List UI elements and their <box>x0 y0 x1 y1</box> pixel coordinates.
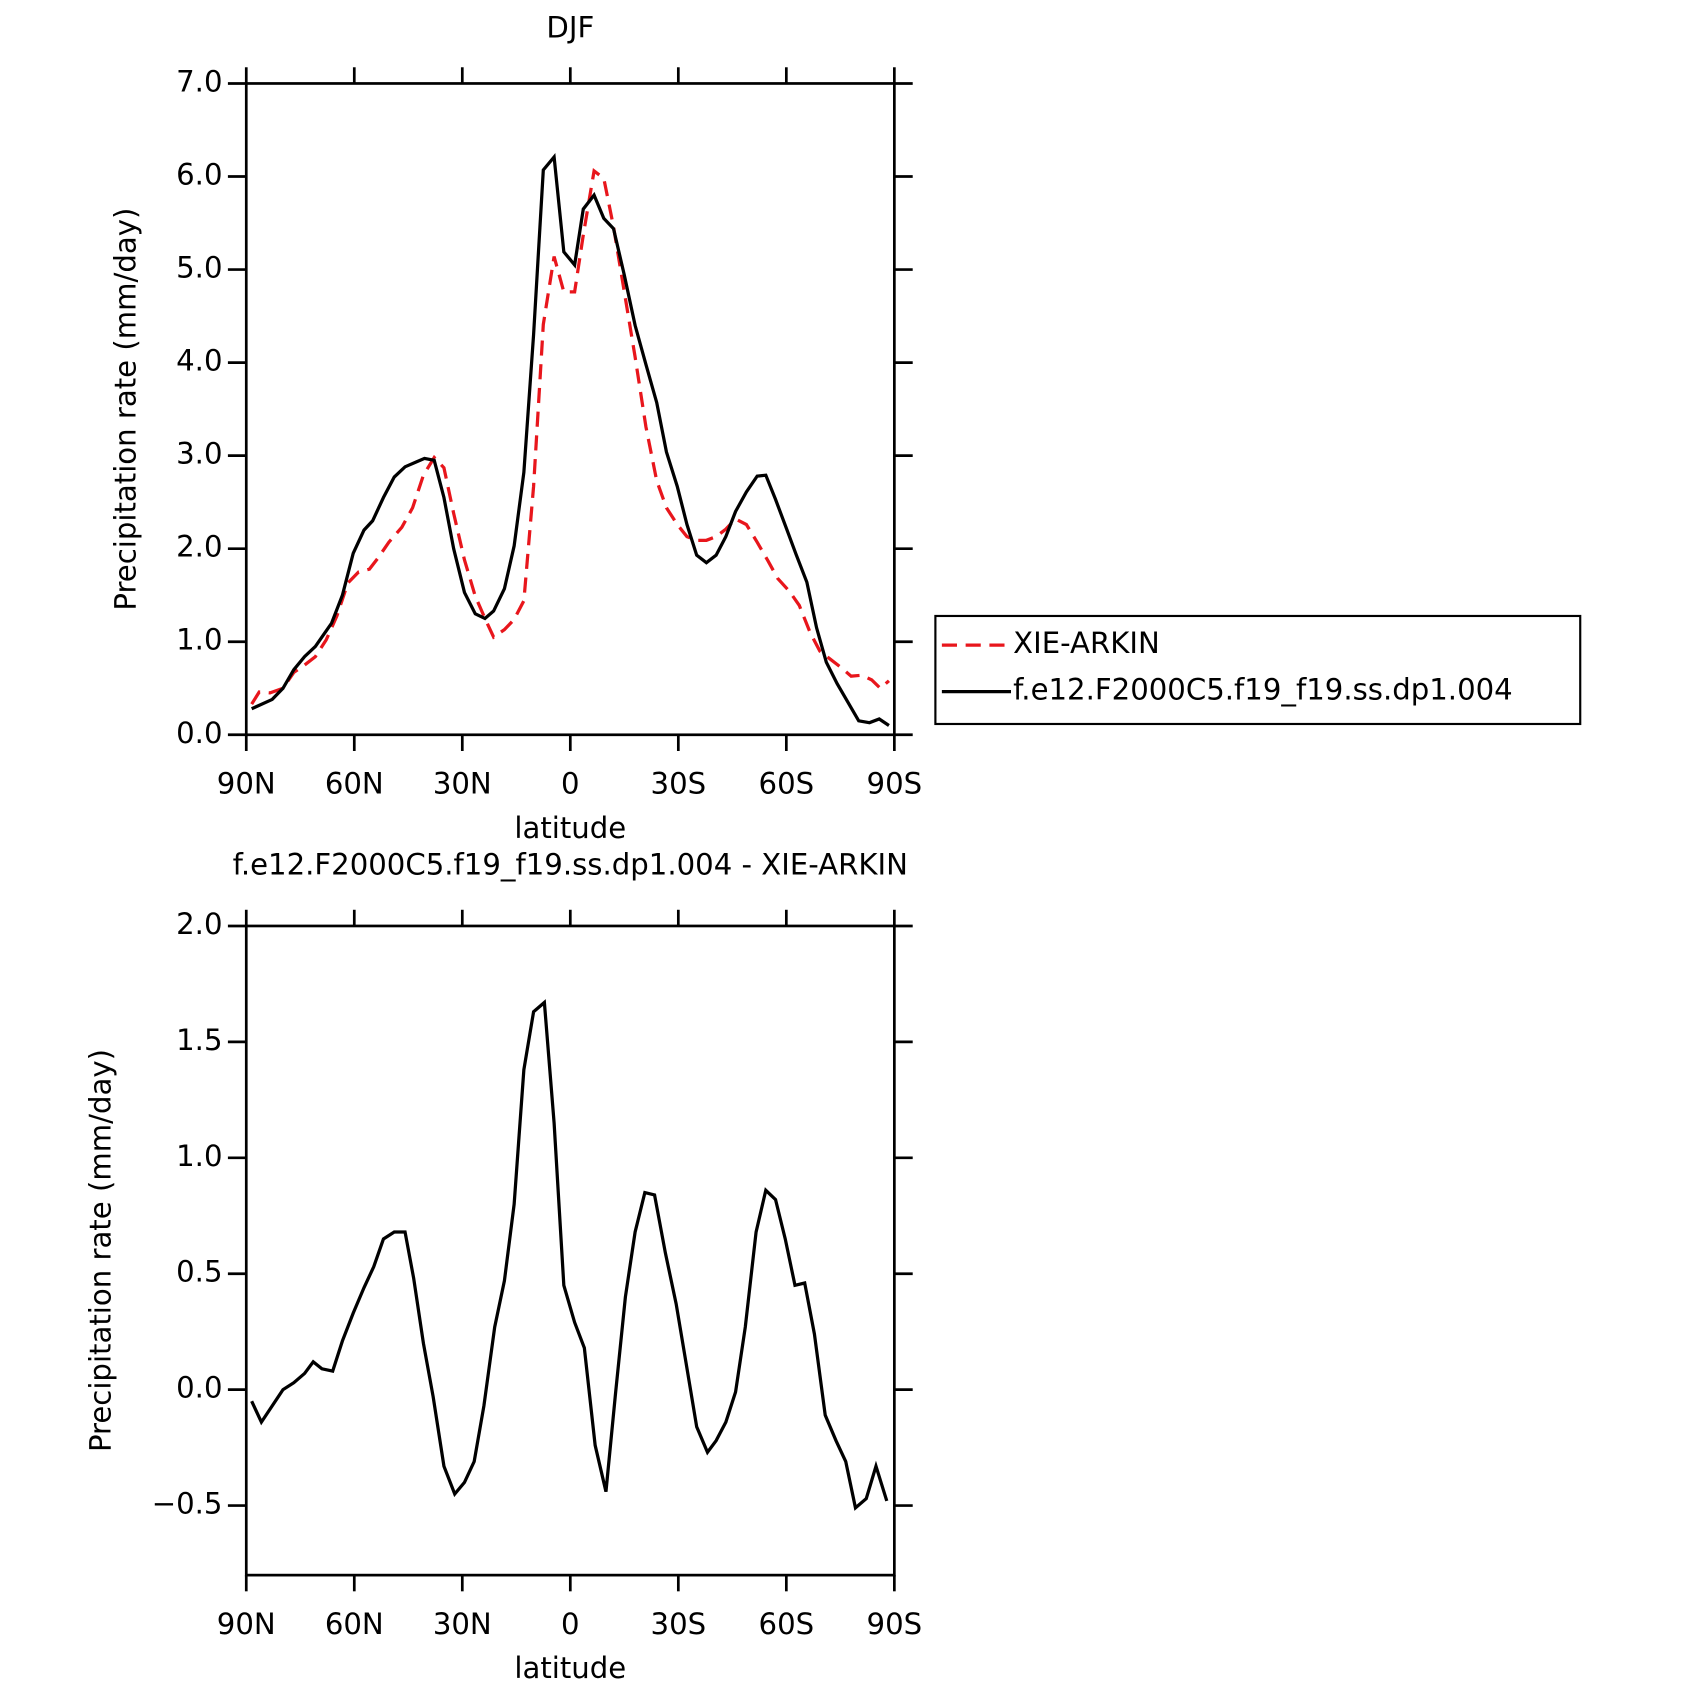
x-tick-label: 30N <box>433 1607 492 1641</box>
legend-label: f.e12.F2000C5.f19_f19.ss.dp1.004 <box>1013 673 1513 707</box>
x-tick-label: 30N <box>433 767 492 801</box>
y-tick-label: 4.0 <box>176 344 222 378</box>
y-tick-label: 1.5 <box>176 1023 222 1057</box>
y-tick-label: 0.0 <box>176 716 222 750</box>
data-line <box>251 152 890 727</box>
x-tick-label: 0 <box>561 767 580 801</box>
legend-box <box>934 614 1582 726</box>
y-tick-label: 5.0 <box>176 251 222 285</box>
y-axis-label: Precipitation rate (mm/day) <box>108 208 142 611</box>
x-tick-label: 30S <box>651 767 707 801</box>
y-tick-label: 1.0 <box>176 623 222 657</box>
x-tick-label: 90N <box>217 767 276 801</box>
x-tick-label: 90N <box>217 1607 276 1641</box>
x-tick-label: 90S <box>867 1607 923 1641</box>
y-tick-label: 6.0 <box>176 158 222 192</box>
data-line <box>250 168 891 705</box>
y-axis-label: Precipitation rate (mm/day) <box>84 1049 118 1452</box>
plot-frame <box>244 924 896 1577</box>
y-tick-label: 7.0 <box>176 64 222 98</box>
x-axis-label: latitude <box>514 1651 626 1685</box>
y-tick-label: 2.0 <box>176 907 222 941</box>
y-tick-label: −0.5 <box>152 1487 223 1521</box>
legend-label: XIE-ARKIN <box>1013 626 1160 660</box>
y-tick-label: 0.0 <box>176 1371 222 1405</box>
x-tick-label: 60S <box>759 767 815 801</box>
chart-title: f.e12.F2000C5.f19_f19.ss.dp1.004 - XIE-A… <box>233 848 908 882</box>
x-tick-label: 60S <box>759 1607 815 1641</box>
y-tick-label: 3.0 <box>176 437 222 471</box>
x-tick-label: 60N <box>325 1607 384 1641</box>
x-tick-label: 30S <box>651 1607 707 1641</box>
y-tick-label: 2.0 <box>176 530 222 564</box>
y-tick-label: 0.5 <box>176 1255 222 1289</box>
y-tick-label: 1.0 <box>176 1139 222 1173</box>
data-line <box>250 999 889 1511</box>
chart-title: DJF <box>546 10 594 44</box>
plot-frame <box>244 82 896 737</box>
x-axis-label: latitude <box>514 811 626 845</box>
x-tick-label: 90S <box>867 767 923 801</box>
x-tick-label: 0 <box>561 1607 580 1641</box>
x-tick-label: 60N <box>325 767 384 801</box>
